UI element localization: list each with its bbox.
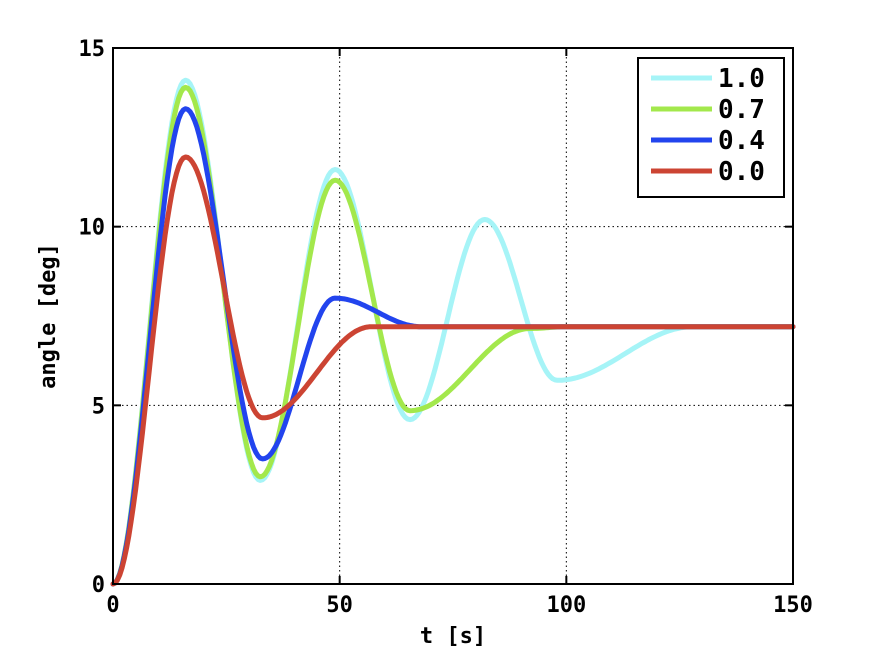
series-lines (110, 77, 796, 587)
series-line-0.0 (110, 154, 796, 587)
x-tick-label: 0 (106, 593, 119, 618)
legend-label: 0.0 (718, 157, 765, 187)
y-tick-label: 10 (79, 216, 106, 241)
plot-frame (112, 47, 794, 585)
y-axis-label: angle [deg] (36, 243, 61, 389)
y-tick-label: 5 (92, 394, 105, 419)
x-tick-label: 150 (773, 593, 813, 618)
legend-label: 1.0 (718, 64, 765, 94)
legend-box (637, 57, 785, 198)
legend-label: 0.7 (718, 95, 765, 125)
x-tick-label: 50 (326, 593, 353, 618)
y-tick-label: 15 (79, 37, 106, 62)
y-tick-label: 0 (92, 573, 105, 598)
x-axis-label: t [s] (420, 624, 486, 649)
legend: 1.00.70.40.0 (637, 57, 785, 198)
legend-label: 0.4 (718, 126, 765, 156)
grid (113, 48, 793, 584)
ticks: 0 50 100 150 0 5 10 15 (79, 37, 813, 618)
x-tick-label: 100 (546, 593, 586, 618)
